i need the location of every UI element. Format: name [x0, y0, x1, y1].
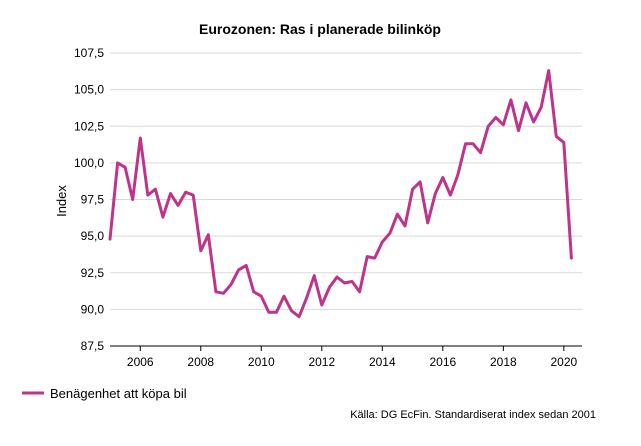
y-axis-title: Index [54, 185, 69, 217]
y-tick-label: 90,0 [81, 302, 105, 316]
x-axis: 2006 2008 2010 2012 2014 2016 2018 2020 [127, 346, 578, 369]
y-tick-label: 105,0 [74, 83, 104, 97]
x-tick-label: 2012 [308, 355, 335, 369]
x-tick-label: 2016 [429, 355, 456, 369]
y-tick-label: 100,0 [74, 156, 104, 170]
x-tick-label: 2006 [127, 355, 154, 369]
x-tick-label: 2018 [490, 355, 517, 369]
legend: Benägenhet att köpa bil [22, 386, 187, 401]
grid [110, 52, 582, 347]
y-tick-label: 87,5 [81, 339, 105, 353]
x-tick-label: 2010 [248, 355, 275, 369]
y-axis: 87,5 90,0 92,5 95,0 97,5 100,0 102,5 105,0 107,5 [74, 46, 104, 353]
chart-title: Eurozonen: Ras i planerade bilinköp [199, 21, 441, 37]
x-tick-label: 2020 [550, 355, 577, 369]
series-line [108, 69, 573, 319]
y-tick-label: 102,5 [74, 119, 104, 133]
legend-label: Benägenhet att köpa bil [50, 386, 187, 401]
x-tick-label: 2014 [369, 355, 396, 369]
y-tick-label: 107,5 [74, 46, 104, 60]
x-tick-label: 2008 [187, 355, 214, 369]
y-tick-label: 92,5 [81, 266, 105, 280]
y-tick-label: 97,5 [81, 193, 105, 207]
source-note: Källa: DG EcFin. Standardiserat index se… [350, 409, 596, 421]
plot-area [108, 69, 573, 319]
y-tick-label: 95,0 [81, 229, 105, 243]
